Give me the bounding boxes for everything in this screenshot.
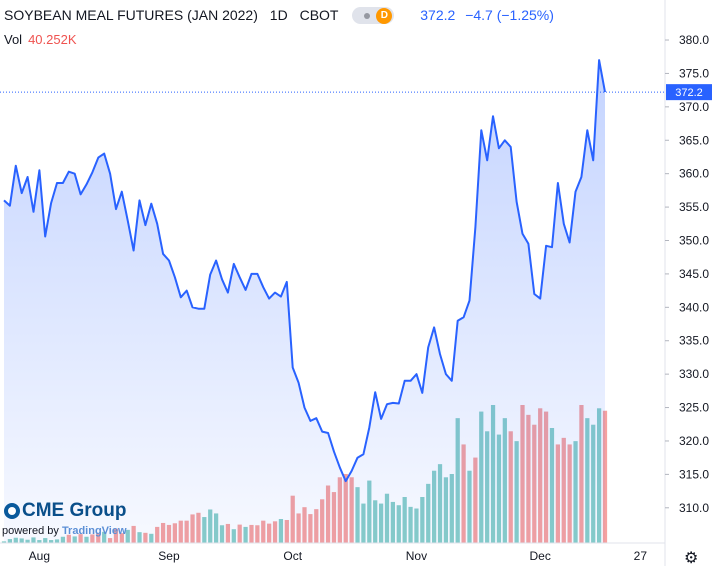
y-tick-label: 380.0 [679,33,709,47]
x-tick-label: Oct [283,549,302,563]
delayed-badge: D [376,7,393,24]
exchange: CBOT [299,7,339,24]
eye-icon [360,8,375,23]
x-axis: Aug Sep Oct Nov Dec 27 [29,549,648,563]
x-tick-label: Sep [158,549,180,563]
y-tick-label: 310.0 [679,501,709,515]
x-tick-label: Dec [530,549,551,563]
price-area-fill [4,60,605,543]
y-tick-label: 360.0 [679,167,709,181]
last-price: 372.2 [420,7,456,24]
y-tick-label: 365.0 [679,133,709,147]
price-line[interactable] [3,59,606,483]
last-price-label: 372.2 [666,84,712,101]
y-tick-label: 370.0 [679,100,709,114]
interval[interactable]: 1D [269,7,288,24]
volume-value: 40.252K [28,32,77,47]
x-tick-label: Nov [406,549,427,563]
powered-by[interactable]: powered by TradingView [2,525,127,537]
volume-label: Vol [4,32,23,47]
y-tick-label: 340.0 [679,300,709,314]
tradingview-logo: TradingView [61,525,127,537]
gear-icon[interactable]: ⚙ [684,550,699,567]
y-tick-label: 315.0 [679,467,709,481]
volume-legend: Vol 40.252K [4,32,77,47]
y-tick-label: 345.0 [679,267,709,281]
powered-by-text: powered by [2,525,59,537]
symbol-title[interactable]: SOYBEAN MEAL FUTURES (JAN 2022) [4,7,258,24]
cme-globe-icon [4,503,20,519]
x-tick-label: Aug [29,549,50,563]
y-axis: 310.0 315.0 320.0 325.0 330.0 335.0 340.0 345.0… [665,33,709,515]
y-tick-label: 355.0 [679,200,709,214]
x-tick-label: 27 [634,549,648,563]
y-tick-label: 325.0 [679,401,709,415]
y-tick-label: 350.0 [679,233,709,247]
last-price-text: 372.2 [675,87,703,99]
y-tick-label: 330.0 [679,367,709,381]
cme-logo[interactable]: CME Group [4,500,127,522]
visibility-toggle[interactable]: D [352,6,395,24]
chart-header: SOYBEAN MEAL FUTURES (JAN 2022) 1D CBOT … [4,6,554,24]
y-tick-label: 375.0 [679,66,709,80]
price-change: −4.7 (−1.25%) [465,7,554,24]
y-tick-label: 320.0 [679,434,709,448]
y-tick-label: 335.0 [679,334,709,348]
cme-logo-text: CME Group [22,500,127,521]
